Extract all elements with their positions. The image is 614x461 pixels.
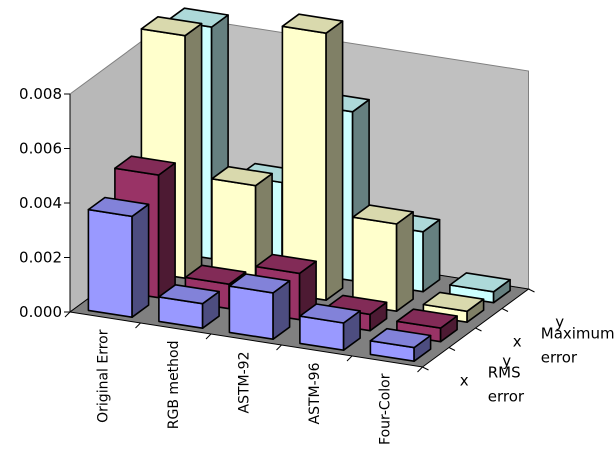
bar-top	[158, 283, 220, 305]
bar-top	[228, 273, 291, 294]
bar-top	[281, 13, 344, 35]
y-tick-label: 0.006	[19, 140, 62, 158]
x-tick	[276, 344, 282, 351]
bar-top	[184, 264, 247, 286]
y-tick-label: 0.008	[19, 85, 62, 103]
bar-front	[87, 208, 133, 319]
bar-side	[157, 162, 176, 299]
x-tick	[135, 322, 141, 329]
bar	[369, 327, 432, 363]
x-tick-label: Four-Color	[377, 373, 393, 445]
x-tick-label: RGB method	[166, 341, 182, 430]
x-tick	[205, 333, 212, 340]
bar-side	[131, 203, 150, 319]
bar-top	[114, 155, 176, 176]
bar-front	[228, 285, 274, 341]
bar	[352, 204, 414, 313]
depth-tick	[448, 347, 456, 351]
x-tick	[417, 366, 423, 373]
bar	[281, 13, 344, 302]
y-tick-label: 0.004	[19, 194, 62, 212]
depth-sub-label: x	[513, 332, 522, 350]
bar-top	[255, 253, 317, 275]
y-tick-label: 0.000	[19, 303, 62, 321]
x-tick-label: ASTM-96	[307, 362, 323, 424]
bar	[87, 196, 150, 319]
bar-top	[369, 327, 432, 349]
bar-top	[396, 308, 458, 329]
depth-tick	[422, 366, 429, 371]
x-tick-label: Original Error	[95, 329, 111, 423]
bar-top	[422, 291, 485, 313]
bar-side	[325, 20, 344, 302]
depth-tick	[501, 308, 509, 312]
bar-side	[184, 22, 203, 280]
bar	[228, 273, 291, 341]
depth-group-label: error	[541, 348, 578, 366]
y-tick-label: 0.002	[19, 249, 62, 267]
depth-group-label: RMS	[488, 363, 521, 381]
bars	[87, 7, 511, 363]
depth-sub-label: y	[555, 313, 564, 331]
bar-front	[352, 216, 398, 313]
bar-top	[140, 15, 203, 37]
x-tick	[346, 355, 353, 362]
x-tick-label: ASTM-92	[236, 352, 252, 414]
bar-top	[211, 165, 273, 187]
bar-top	[87, 196, 150, 218]
bar-top	[449, 272, 511, 293]
y-axis-ticks: 0.000 0.002 0.004 0.006 0.008	[19, 85, 70, 321]
depth-group-label: Maximum	[541, 324, 614, 342]
depth-group-label: error	[488, 387, 525, 405]
bar	[158, 283, 220, 330]
depth-sub-label: y	[502, 352, 511, 370]
bar-top	[299, 303, 361, 324]
x-tick	[64, 311, 71, 318]
bar	[299, 303, 361, 352]
depth-tick	[475, 327, 482, 332]
depth-tick	[528, 288, 535, 293]
bar-top	[352, 204, 414, 225]
x-axis-labels: Original Error RGB method ASTM-92 ASTM-96 Fo…	[64, 311, 423, 445]
depth-sub-label: x	[460, 371, 469, 389]
bar-side	[395, 211, 414, 313]
